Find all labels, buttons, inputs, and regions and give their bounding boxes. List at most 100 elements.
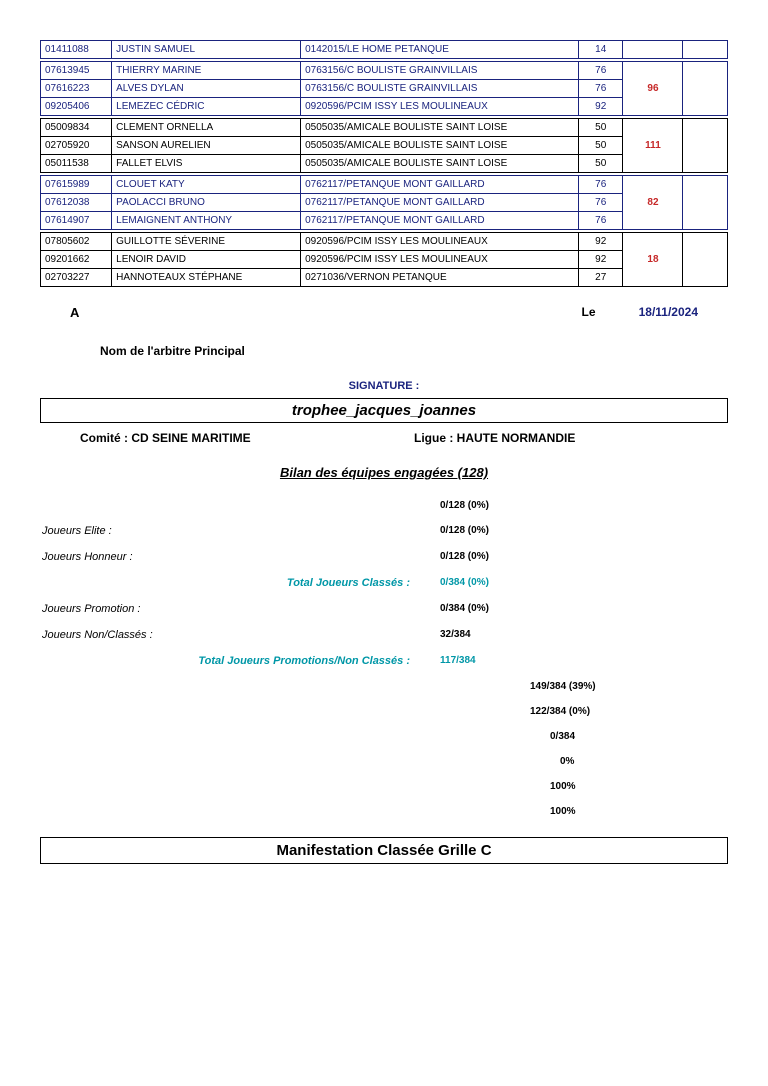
cell-name: JUSTIN SAMUEL bbox=[112, 41, 301, 59]
cell-name: FALLET ELVIS bbox=[112, 155, 301, 173]
cell-club: 0762117/PETANQUE MONT GAILLARD bbox=[301, 212, 579, 230]
cell-club: 0762117/PETANQUE MONT GAILLARD bbox=[301, 176, 579, 194]
bilan-title: Bilan des équipes engagées (128) bbox=[40, 465, 728, 480]
cell-empty bbox=[683, 233, 728, 287]
signature-row: A Le 18/11/2024 bbox=[40, 305, 728, 320]
cell-name: THIERRY MARINE bbox=[112, 62, 301, 80]
signature-label: SIGNATURE : bbox=[40, 380, 728, 392]
cell-num: 05009834 bbox=[41, 119, 112, 137]
cell-total: 18 bbox=[623, 233, 683, 287]
stat-honneur: Joueurs Honneur : 0/128 (0%) bbox=[40, 551, 728, 563]
stat-total-promo: Total Joueurs Promotions/Non Classés : 1… bbox=[40, 655, 728, 667]
table-row: 01411088JUSTIN SAMUEL0142015/LE HOME PET… bbox=[41, 41, 728, 59]
cell-total: 111 bbox=[623, 119, 683, 173]
cell-score: 76 bbox=[579, 194, 623, 212]
cell-name: LEMEZEC CÉDRIC bbox=[112, 98, 301, 116]
stat-total-classe: Total Joueurs Classés : 0/384 (0%) bbox=[40, 577, 728, 589]
cell-name: LEMAIGNENT ANTHONY bbox=[112, 212, 301, 230]
stat-s2: 122/384 (0%) bbox=[40, 706, 728, 717]
stat-s6: 100% bbox=[40, 806, 728, 817]
stat-top-val: 0/128 (0%) bbox=[440, 500, 489, 511]
cell-num: 07613945 bbox=[41, 62, 112, 80]
stat-promo-val: 0/384 (0%) bbox=[440, 603, 489, 615]
stat-promo: Joueurs Promotion : 0/384 (0%) bbox=[40, 603, 728, 615]
cell-name: HANNOTEAUX STÉPHANE bbox=[112, 269, 301, 287]
table-row: 07615989CLOUET KATY0762117/PETANQUE MONT… bbox=[41, 176, 728, 194]
comite-ligue-row: Comité : CD SEINE MARITIME Ligue : HAUTE… bbox=[40, 431, 728, 445]
cell-name: CLEMENT ORNELLA bbox=[112, 119, 301, 137]
cell-empty bbox=[683, 62, 728, 116]
cell-club: 0271036/VERNON PETANQUE bbox=[301, 269, 579, 287]
stat-s5: 100% bbox=[40, 781, 728, 792]
cell-num: 01411088 bbox=[41, 41, 112, 59]
stat-promo-label: Joueurs Promotion : bbox=[40, 603, 440, 615]
cell-num: 09201662 bbox=[41, 251, 112, 269]
stat-s1: 149/384 (39%) bbox=[40, 681, 728, 692]
arbitre-label: Nom de l'arbitre Principal bbox=[100, 344, 728, 358]
cell-score: 76 bbox=[579, 212, 623, 230]
cell-total: 96 bbox=[623, 62, 683, 116]
stat-total-promo-val: 117/384 bbox=[440, 655, 476, 667]
stat-total-promo-label: Total Joueurs Promotions/Non Classés : bbox=[40, 655, 440, 667]
cell-club: 0763156/C BOULISTE GRAINVILLAIS bbox=[301, 80, 579, 98]
cell-score: 76 bbox=[579, 176, 623, 194]
stat-elite-label: Joueurs Elite : bbox=[40, 525, 440, 537]
stat-s3: 0/384 bbox=[40, 731, 728, 742]
cell-score: 76 bbox=[579, 62, 623, 80]
table-row: 07613945THIERRY MARINE0763156/C BOULISTE… bbox=[41, 62, 728, 80]
cell-club: 0505035/AMICALE BOULISTE SAINT LOISE bbox=[301, 119, 579, 137]
stat-total-classe-val: 0/384 (0%) bbox=[440, 577, 489, 589]
stat-nonclasse-label: Joueurs Non/Classés : bbox=[40, 629, 440, 641]
cell-club: 0505035/AMICALE BOULISTE SAINT LOISE bbox=[301, 155, 579, 173]
cell-empty bbox=[683, 41, 728, 59]
stat-honneur-label: Joueurs Honneur : bbox=[40, 551, 440, 563]
cell-score: 92 bbox=[579, 233, 623, 251]
cell-club: 0142015/LE HOME PETANQUE bbox=[301, 41, 579, 59]
cell-num: 05011538 bbox=[41, 155, 112, 173]
stat-elite: Joueurs Elite : 0/128 (0%) bbox=[40, 525, 728, 537]
cell-num: 07614907 bbox=[41, 212, 112, 230]
stat-s4: 0% bbox=[40, 756, 728, 767]
cell-score: 14 bbox=[579, 41, 623, 59]
cell-total: 82 bbox=[623, 176, 683, 230]
cell-name: CLOUET KATY bbox=[112, 176, 301, 194]
event-title: trophee_jacques_joannes bbox=[40, 398, 728, 423]
stat-top: 0/128 (0%) bbox=[40, 500, 728, 511]
stat-nonclasse-val: 32/384 bbox=[440, 629, 471, 641]
stat-honneur-val: 0/128 (0%) bbox=[440, 551, 489, 563]
cell-club: 0762117/PETANQUE MONT GAILLARD bbox=[301, 194, 579, 212]
stat-elite-val: 0/128 (0%) bbox=[440, 525, 489, 537]
cell-score: 92 bbox=[579, 251, 623, 269]
stat-nonclasse: Joueurs Non/Classés : 32/384 bbox=[40, 629, 728, 641]
label-le: Le bbox=[582, 305, 596, 319]
results-tables: 01411088JUSTIN SAMUEL0142015/LE HOME PET… bbox=[40, 40, 728, 287]
cell-num: 07615989 bbox=[41, 176, 112, 194]
cell-name: LENOIR DAVID bbox=[112, 251, 301, 269]
label-a: A bbox=[70, 305, 79, 320]
cell-club: 0763156/C BOULISTE GRAINVILLAIS bbox=[301, 62, 579, 80]
cell-num: 02703227 bbox=[41, 269, 112, 287]
cell-score: 92 bbox=[579, 98, 623, 116]
cell-club: 0920596/PCIM ISSY LES MOULINEAUX bbox=[301, 251, 579, 269]
cell-name: GUILLOTTE SÉVERINE bbox=[112, 233, 301, 251]
cell-num: 07616223 bbox=[41, 80, 112, 98]
cell-name: SANSON AURELIEN bbox=[112, 137, 301, 155]
table-row: 07805602GUILLOTTE SÉVERINE0920596/PCIM I… bbox=[41, 233, 728, 251]
cell-score: 27 bbox=[579, 269, 623, 287]
ligue-label: Ligue : HAUTE NORMANDIE bbox=[384, 431, 718, 445]
cell-score: 50 bbox=[579, 155, 623, 173]
cell-num: 07805602 bbox=[41, 233, 112, 251]
cell-name: PAOLACCI BRUNO bbox=[112, 194, 301, 212]
cell-score: 50 bbox=[579, 137, 623, 155]
cell-num: 07612038 bbox=[41, 194, 112, 212]
table-row: 05009834CLEMENT ORNELLA0505035/AMICALE B… bbox=[41, 119, 728, 137]
cell-num: 09205406 bbox=[41, 98, 112, 116]
cell-empty bbox=[683, 119, 728, 173]
cell-club: 0920596/PCIM ISSY LES MOULINEAUX bbox=[301, 233, 579, 251]
cell-score: 50 bbox=[579, 119, 623, 137]
cell-num: 02705920 bbox=[41, 137, 112, 155]
cell-club: 0505035/AMICALE BOULISTE SAINT LOISE bbox=[301, 137, 579, 155]
cell-empty bbox=[683, 176, 728, 230]
cell-score: 76 bbox=[579, 80, 623, 98]
manifest-title: Manifestation Classée Grille C bbox=[40, 837, 728, 864]
